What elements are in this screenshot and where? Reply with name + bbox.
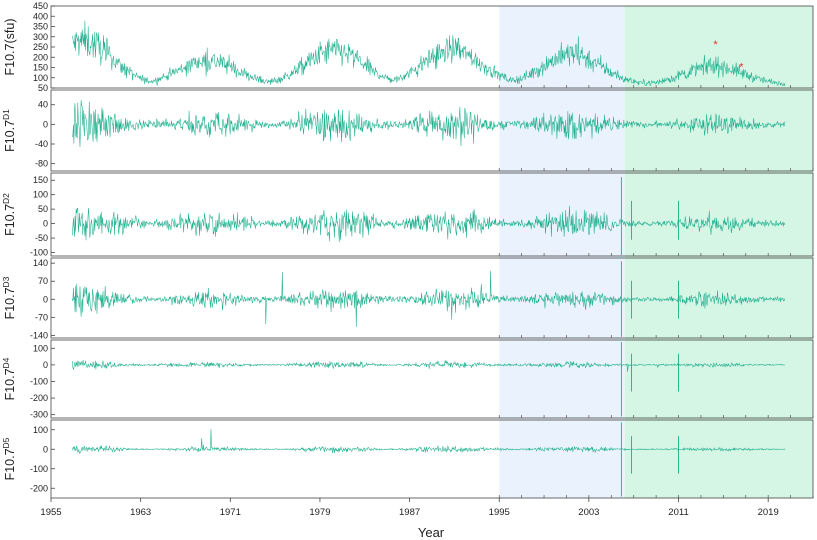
panel-d3: -140 -70 0 70 140 F10.7D3 [1, 257, 814, 340]
x-axis-title: Year [418, 525, 445, 540]
y-axis-label-sup: D2 [1, 193, 11, 204]
y-tick-label: -80 [35, 159, 48, 169]
x-tick-label: 2019 [758, 507, 779, 518]
series-line [72, 270, 786, 327]
y-axis-label-base: F10.7 [3, 120, 17, 152]
x-tick-label: 1987 [399, 507, 420, 518]
series-line [72, 429, 786, 454]
y-tick-label: 100 [33, 73, 48, 83]
x-tick-label: 1955 [40, 507, 61, 518]
y-tick-label: 450 [33, 1, 48, 11]
y-tick-label: 50 [38, 83, 48, 93]
x-axis: 1955 1963 1971 1979 1987 1995 2003 2011 2019 [40, 498, 779, 518]
y-tick-label: 350 [33, 22, 48, 32]
star-marker: * [713, 39, 718, 51]
y-tick-label: -200 [30, 393, 48, 403]
y-tick-label: -140 [30, 330, 48, 340]
y-tick-label: -40 [35, 139, 48, 149]
y-tick-label: 0 [43, 119, 48, 129]
y-tick-label: 0 [43, 294, 48, 304]
x-tick-label: 2003 [578, 507, 599, 518]
y-tick-label: 70 [38, 276, 48, 286]
y-tick-label: 100 [33, 190, 48, 200]
y-tick-label: -100 [30, 464, 48, 474]
y-axis-label-sup: D5 [1, 437, 11, 448]
y-axis-label: F10.7D3 [1, 276, 17, 319]
y-axis-label-sup: D1 [1, 109, 11, 120]
y-tick-label: 300 [33, 32, 48, 42]
x-tick-label: 2011 [668, 507, 688, 518]
y-axis-label: F10.7D2 [1, 193, 17, 236]
y-tick-label: 150 [33, 63, 48, 73]
y-axis-label-base: F10.7 [3, 448, 17, 480]
panel-d1: -80 -40 0 40 F10.7D1 [1, 89, 814, 172]
y-axis-label: F10.7(sfu) [3, 19, 17, 76]
panel-frame [50, 257, 814, 339]
y-axis-label: F10.7D1 [1, 109, 17, 152]
y-axis-label: F10.7D5 [1, 437, 17, 480]
series-line [72, 205, 786, 242]
y-tick-label: 50 [38, 204, 48, 214]
x-tick-label: 1979 [309, 507, 330, 518]
y-tick-label: -50 [35, 233, 48, 243]
panel-frame [50, 172, 814, 257]
y-tick-label: -100 [30, 376, 48, 386]
y-tick-label: 0 [43, 360, 48, 370]
series-line [72, 359, 786, 372]
y-tick-label: -100 [30, 248, 48, 258]
x-tick-label: 1995 [489, 507, 510, 518]
panel-frame [50, 89, 814, 172]
y-tick-label: 250 [33, 42, 48, 52]
y-axis-label-base: F10.7 [3, 204, 17, 236]
y-axis-label-sup: D4 [1, 357, 11, 368]
y-axis-label-base: F10.7 [3, 368, 17, 400]
y-tick-label: -300 [30, 410, 48, 420]
y-tick-label: -70 [35, 312, 48, 322]
x-tick-label: 1971 [220, 507, 241, 518]
series-line [72, 100, 786, 148]
panel-d5: -200 -100 0 100 F10.7D5 [1, 419, 814, 499]
y-tick-label: -200 [30, 483, 48, 493]
y-tick-label: 140 [33, 258, 48, 268]
green-region [624, 6, 813, 498]
y-tick-label: 400 [33, 11, 48, 21]
panel-frame [50, 419, 814, 499]
x-tick-label: 1963 [130, 507, 151, 518]
y-tick-label: 0 [43, 444, 48, 454]
y-axis-label-sup: D3 [1, 276, 11, 287]
y-axis-label: F10.7D4 [1, 357, 17, 400]
panel-d2: -100 -50 0 50 100 150 F10.7D2 [1, 172, 814, 258]
y-tick-label: 200 [33, 52, 48, 62]
y-axis-label-base: F10.7 [3, 287, 17, 319]
panel-frame [50, 339, 814, 419]
series-line [72, 20, 786, 87]
y-tick-label: 40 [38, 100, 48, 110]
panel-d4: -300 -200 -100 0 100 F10.7D4 [1, 339, 814, 420]
y-tick-label: 100 [33, 343, 48, 353]
y-tick-label: 100 [33, 425, 48, 435]
y-tick-label: 150 [33, 175, 48, 185]
star-marker: * [739, 61, 744, 73]
y-tick-label: 0 [43, 219, 48, 229]
